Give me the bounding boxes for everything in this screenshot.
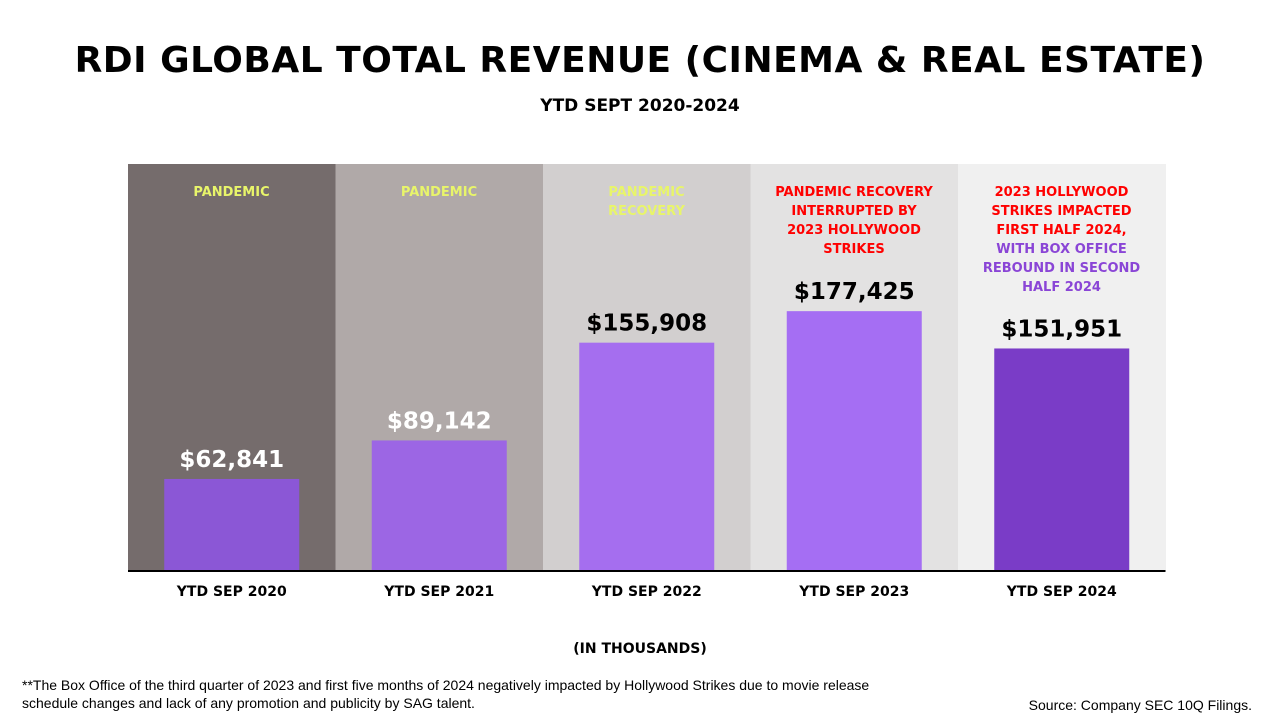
source-note: Source: Company SEC 10Q Filings. [1028,697,1252,713]
bar-value-label-5: $151,951 [1001,316,1122,342]
chart-title: RDI GLOBAL TOTAL REVENUE (CINEMA & REAL … [74,40,1206,81]
annotation-5-line-6: HALF 2024 [1022,280,1101,295]
bar-1 [164,478,300,571]
annotation-3-line-1: PANDEMIC [608,185,685,200]
annotation-2: PANDEMIC [336,183,543,202]
category-label-5: YTD SEP 2024 [1006,584,1117,600]
annotation-4-line-1: PANDEMIC RECOVERY [775,185,933,200]
annotation-5-line-5: REBOUND IN SECOND [982,261,1141,276]
annotation-5-line-3: FIRST HALF 2024, [996,223,1127,238]
annotation-5-line-2: STRIKES IMPACTED [991,204,1132,219]
annotation-5: 2023 HOLLYWOOD STRIKES IMPACTED FIRST HALF… [958,183,1165,297]
footnote: **The Box Office of the third quarter of… [22,677,870,711]
annotation-3: PANDEMIC RECOVERY [543,183,750,221]
bar-5 [994,348,1130,571]
bar-3 [579,342,715,571]
annotation-1: PANDEMIC [128,183,335,202]
annotation-4: PANDEMIC RECOVERY INTERRUPTED BY 2023 HOLL… [751,183,958,259]
chart-subtitle: YTD SEPT 2020-2024 [540,96,740,116]
category-label-1: YTD SEP 2020 [176,584,287,600]
bar-2 [371,440,507,571]
bar-value-label-3: $155,908 [586,311,707,337]
annotation-5-line-1: 2023 HOLLYWOOD [994,185,1129,200]
category-label-4: YTD SEP 2023 [798,584,909,600]
bar-value-label-2: $89,142 [387,408,492,434]
annotation-5-line-4: WITH BOX OFFICE [996,242,1127,257]
units-label: (IN THOUSANDS) [573,641,707,657]
annotation-4-line-3: 2023 HOLLYWOOD [787,223,921,238]
annotation-4-line-2: INTERRUPTED BY [791,204,917,219]
bar-4 [786,311,922,571]
bar-value-label-1: $62,841 [179,447,284,473]
annotation-3-line-2: RECOVERY [608,204,685,219]
annotation-1-line-1: PANDEMIC [193,185,270,200]
annotation-2-line-1: PANDEMIC [400,185,478,200]
category-label-2: YTD SEP 2021 [383,584,494,600]
category-label-3: YTD SEP 2022 [591,584,702,600]
bar-value-label-4: $177,425 [794,279,915,305]
annotation-4-line-4: STRIKES [823,242,885,257]
